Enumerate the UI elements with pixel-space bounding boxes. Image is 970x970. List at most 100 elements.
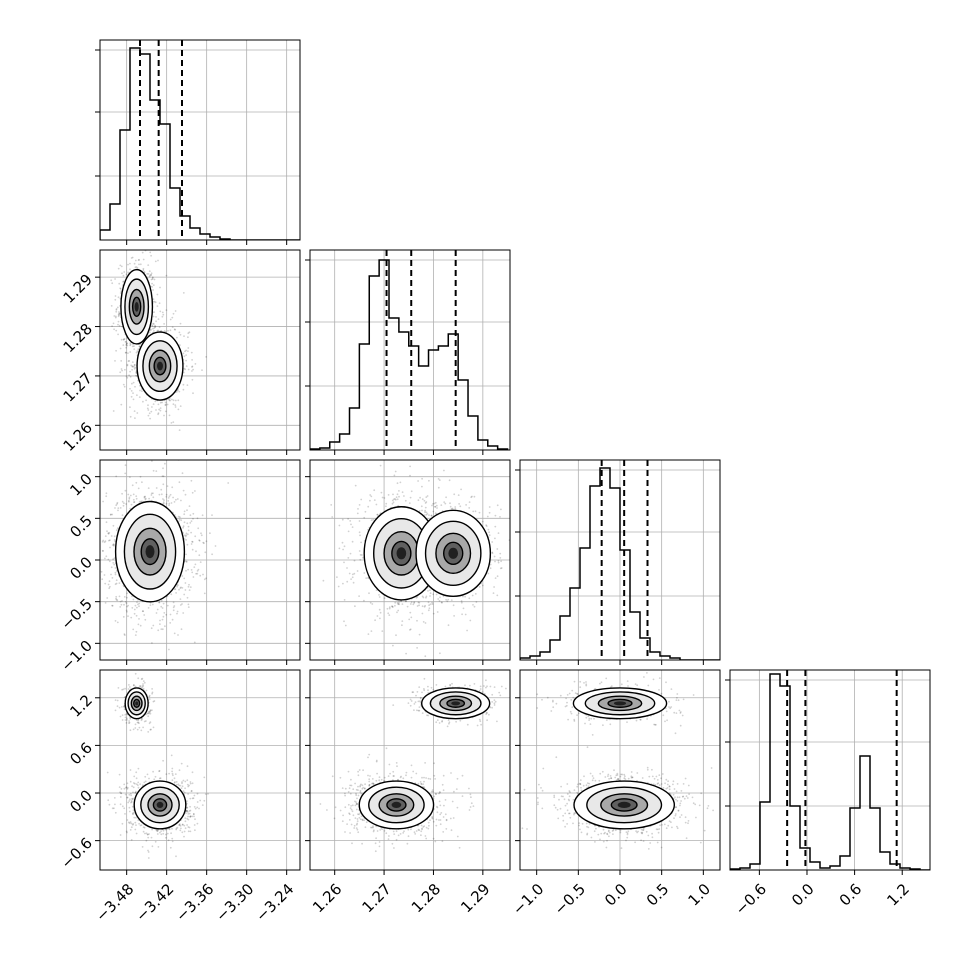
contour-0-3 [131, 296, 142, 317]
density-0-4 [451, 701, 461, 706]
panel-frame [309, 459, 511, 661]
xtick-label-2-0: −1.0 [509, 880, 547, 918]
contour-0-3 [133, 698, 141, 708]
panel-3-3: −0.6 0.0 0.6 1.2 [725, 669, 931, 919]
xtick-label-1-2: 1.28 [408, 880, 444, 916]
panel-frame [99, 39, 301, 241]
contour-0-3 [391, 540, 412, 566]
xtick-label-2-2: 0.0 [601, 880, 631, 910]
density-1-4 [157, 361, 163, 371]
histogram-0 [100, 47, 300, 240]
panel-2-2 [515, 459, 721, 665]
density-0-4 [134, 301, 139, 312]
xtick-label-1-0: 1.26 [309, 880, 345, 916]
contour-1-3 [443, 541, 464, 566]
contour-0-1 [584, 691, 656, 716]
panel-frame [99, 249, 301, 451]
panel-frame [519, 459, 721, 661]
density-0-4 [145, 545, 155, 559]
ytick-label-2-3: 0.5 [66, 512, 96, 542]
contour-0-3 [446, 698, 466, 708]
contour-1-1 [368, 786, 425, 824]
contour-1-1 [586, 786, 663, 824]
density-1-4 [156, 801, 164, 809]
contour-0-2 [128, 288, 145, 325]
density-1-4 [448, 547, 459, 559]
contour-1-3 [152, 798, 168, 812]
contour-1-0 [573, 780, 676, 830]
panel-frame [309, 669, 511, 871]
histogram-3 [730, 673, 930, 870]
xtick-label-3-0: −0.6 [732, 880, 770, 918]
xtick-label-0-4: −3.24 [252, 880, 297, 925]
ytick-label-1-0: 1.26 [60, 419, 96, 455]
panel-frame [99, 459, 301, 661]
contour-1-3 [153, 356, 167, 376]
contour-1-0 [136, 331, 184, 401]
scatter-points [106, 672, 209, 859]
xtick-label-2-4: 1.0 [684, 880, 714, 910]
histogram-1 [310, 259, 509, 450]
panel-3-1: 1.26 1.27 1.28 1.29 [305, 669, 511, 916]
ytick-label-2-1: −0.5 [58, 595, 96, 633]
contour-0-0 [572, 687, 668, 720]
xtick-label-0-0: −3.48 [92, 880, 137, 925]
ytick-label-3-1: 0.0 [66, 786, 96, 816]
contour-1-2 [148, 349, 172, 383]
panel-frame [309, 249, 511, 451]
ytick-label-3-2: 0.6 [66, 739, 96, 769]
xtick-label-1-1: 1.27 [358, 880, 394, 916]
contour-1-3 [610, 798, 638, 812]
contour-1-0 [358, 780, 435, 830]
histogram-2 [520, 467, 720, 660]
contour-1-2 [147, 793, 173, 817]
ytick-label-2-4: 1.0 [66, 470, 96, 500]
contour-1-0 [415, 509, 492, 598]
xtick-label-0-1: −3.42 [132, 880, 177, 925]
xtick-label-1-3: 1.29 [457, 880, 493, 916]
contour-1-2 [378, 793, 415, 817]
ytick-label-1-2: 1.28 [60, 320, 96, 356]
ytick-label-1-3: 1.29 [60, 270, 96, 306]
density-0-4 [135, 701, 139, 706]
contour-1-0 [133, 780, 187, 830]
panel-0-0 [95, 39, 301, 245]
xtick-label-2-3: 0.5 [643, 880, 673, 910]
xtick-label-0-2: −3.36 [172, 880, 217, 925]
ytick-label-3-3: 1.2 [66, 691, 96, 721]
panel-3-2: −1.0 −0.5 0.0 0.5 1.0 [509, 669, 721, 919]
panel-3-0: −0.6 0.0 0.6 1.2 −3.48−3.42−3.36−3.30−3.24 [58, 669, 301, 925]
contour-0-0 [120, 268, 154, 345]
density-0-4 [396, 547, 407, 560]
contour-0-2 [130, 695, 143, 712]
contour-0-2 [439, 695, 473, 712]
panel-1-1 [305, 249, 511, 455]
contour-0-1 [124, 278, 150, 336]
contour-0-0 [124, 687, 149, 720]
contour-0-1 [429, 691, 482, 716]
contour-1-1 [424, 520, 482, 587]
density-1-4 [391, 801, 402, 809]
contour-0-1 [127, 691, 146, 716]
panel-frame [99, 669, 301, 871]
contour-1-2 [435, 532, 472, 575]
contour-1-1 [142, 340, 178, 393]
contour-0-1 [123, 513, 177, 590]
xtick-label-2-1: −0.5 [551, 880, 589, 918]
panel-frame [729, 669, 931, 871]
ytick-label-1-1: 1.27 [60, 369, 96, 405]
xtick-label-3-2: 0.6 [836, 880, 866, 910]
contour-0-0 [421, 687, 491, 720]
contour-0-3 [607, 698, 633, 708]
panel-2-1 [305, 459, 511, 665]
contour-1-2 [600, 793, 649, 817]
contour-1-3 [386, 798, 407, 812]
panel-1-0: 1.26 1.27 1.28 1.29 [60, 249, 301, 455]
contour-0-3 [140, 538, 160, 566]
density-1-4 [617, 801, 631, 809]
ytick-label-3-0: −0.6 [58, 834, 96, 872]
ytick-label-2-0: −1.0 [58, 637, 96, 675]
contour-0-0 [114, 500, 186, 603]
contour-0-2 [597, 695, 643, 712]
